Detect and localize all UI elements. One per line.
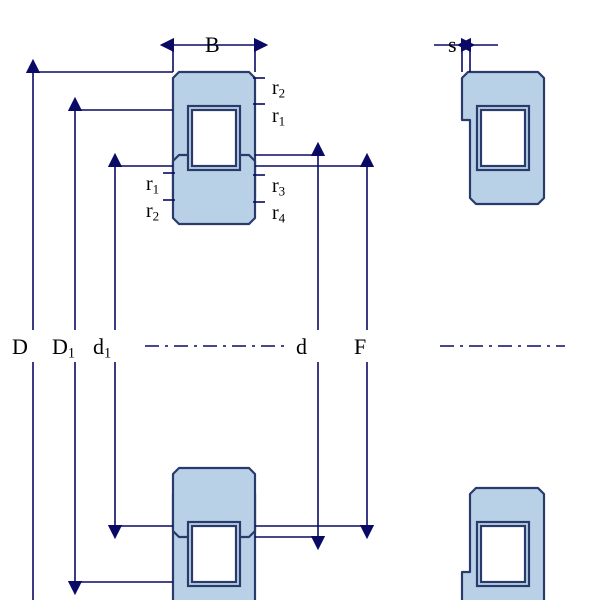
label-r4: r4 bbox=[272, 203, 285, 224]
label-r2-top-right: r2 bbox=[272, 78, 285, 99]
label-B: B bbox=[205, 34, 220, 56]
label-r1-bottom-left: r1 bbox=[146, 174, 159, 195]
label-r3: r3 bbox=[272, 176, 285, 197]
label-D: D bbox=[12, 336, 28, 358]
bearing-diagram bbox=[0, 0, 600, 600]
label-s: s bbox=[448, 34, 457, 56]
label-F: F bbox=[354, 336, 366, 358]
label-D1: D1 bbox=[52, 336, 75, 361]
label-r1-top-right: r1 bbox=[272, 106, 285, 127]
label-r2-bottom-left: r2 bbox=[146, 201, 159, 222]
label-d: d bbox=[296, 336, 307, 358]
label-d1: d1 bbox=[93, 336, 111, 361]
